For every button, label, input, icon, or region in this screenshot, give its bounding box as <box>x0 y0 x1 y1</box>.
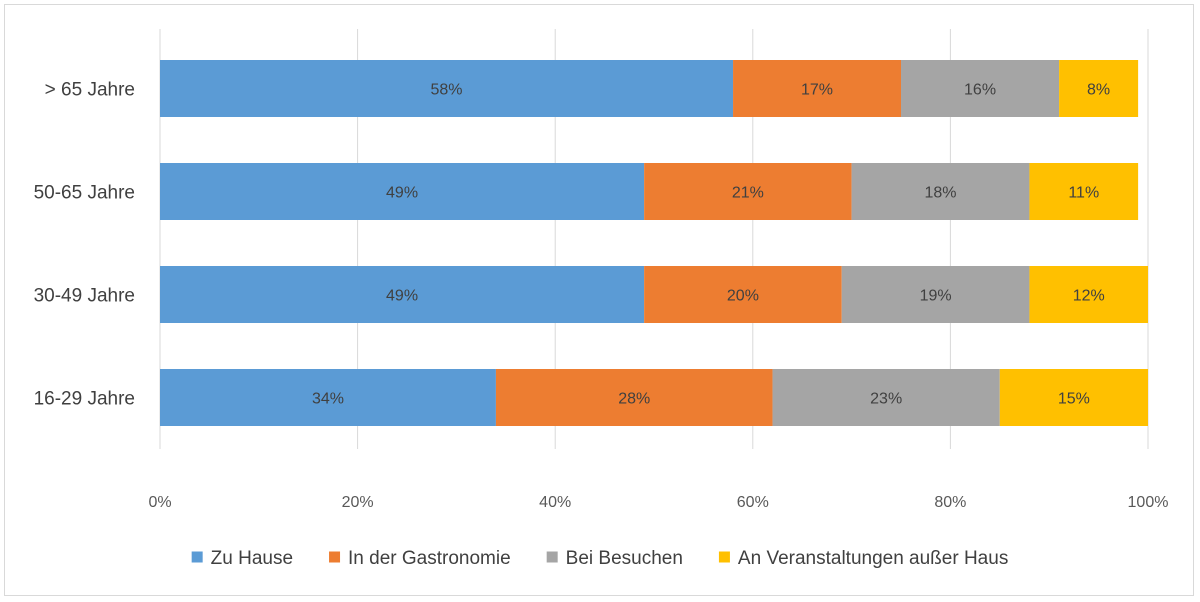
data-label: 23% <box>870 391 902 408</box>
bar-segment <box>999 369 1148 426</box>
x-tick-label: 40% <box>539 494 571 511</box>
bar-segment <box>644 266 842 323</box>
data-label: 17% <box>801 82 833 99</box>
x-tick-label: 100% <box>1128 494 1169 511</box>
data-label: 28% <box>618 391 650 408</box>
category-label: > 65 Jahre <box>45 80 135 101</box>
stacked-bar-chart: 58% 17% 16% 8% 49% 21% 18% 11% 49% 20% 19% 12% 34% 28… <box>34 29 1168 569</box>
data-label: 34% <box>312 391 344 408</box>
x-tick-label: 80% <box>934 494 966 511</box>
legend-label: Bei Besuchen <box>566 548 683 569</box>
data-label: 21% <box>732 185 764 202</box>
bar-segment <box>901 60 1060 117</box>
data-label: 20% <box>727 288 759 305</box>
bar-segment <box>160 60 734 117</box>
data-label: 16% <box>964 82 996 99</box>
bar-segment <box>733 60 901 117</box>
data-labels: 58% 17% 16% 8% 49% 21% 18% 11% 49% 20% 19% 12% 34% 28… <box>312 82 1110 408</box>
category-label: 16-29 Jahre <box>34 389 135 410</box>
bar-segment <box>841 266 1030 323</box>
value-axis: 0% 20% 40% 60% 80% 100% <box>148 494 1168 511</box>
bar-segment <box>851 163 1030 220</box>
data-label: 11% <box>1068 185 1099 202</box>
x-tick-label: 60% <box>737 494 769 511</box>
bar-segment <box>1029 266 1148 323</box>
legend-swatch <box>718 551 730 563</box>
legend: Zu Hause In der Gastronomie Bei Besuchen An… <box>191 548 1008 569</box>
data-label: 15% <box>1058 391 1090 408</box>
legend-item: An Veranstaltungen außer Haus <box>718 548 1008 569</box>
bar-segment <box>160 163 645 220</box>
bar-segment <box>644 163 852 220</box>
legend-swatch <box>191 551 203 563</box>
bars <box>160 60 1148 426</box>
chart-frame: 58% 17% 16% 8% 49% 21% 18% 11% 49% 20% 19% 12% 34% 28… <box>4 4 1194 596</box>
legend-item: Bei Besuchen <box>546 548 683 569</box>
category-label: 50-65 Jahre <box>34 183 135 204</box>
data-label: 19% <box>920 288 952 305</box>
legend-item: Zu Hause <box>191 548 293 569</box>
x-tick-label: 20% <box>342 494 374 511</box>
legend-label: An Veranstaltungen außer Haus <box>738 548 1008 569</box>
data-label: 49% <box>386 288 418 305</box>
x-tick-label: 0% <box>148 494 171 511</box>
legend-label: In der Gastronomie <box>348 548 511 569</box>
bar-segment <box>160 266 645 323</box>
legend-swatch <box>546 551 558 563</box>
bar-segment <box>1029 163 1139 220</box>
legend-label: Zu Hause <box>211 548 293 569</box>
bar-segment <box>495 369 773 426</box>
category-label: 30-49 Jahre <box>34 286 135 307</box>
data-label: 8% <box>1087 82 1110 99</box>
category-axis: > 65 Jahre 50-65 Jahre 30-49 Jahre 16-29 Ja… <box>34 80 135 410</box>
bar-segment <box>160 369 496 426</box>
data-label: 18% <box>925 185 957 202</box>
bar-segment <box>1059 60 1139 117</box>
legend-swatch <box>329 551 341 563</box>
data-label: 12% <box>1073 288 1105 305</box>
bar-segment <box>772 369 1000 426</box>
data-label: 49% <box>386 185 418 202</box>
data-label: 58% <box>431 82 463 99</box>
legend-item: In der Gastronomie <box>329 548 511 569</box>
